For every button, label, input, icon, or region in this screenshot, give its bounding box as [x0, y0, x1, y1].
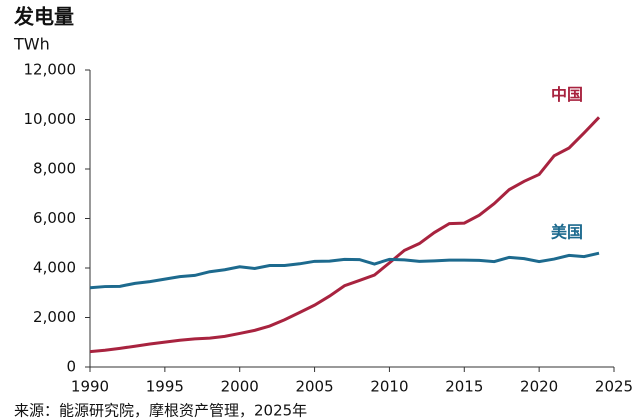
x-tick-label: 2005: [295, 378, 333, 396]
y-axis-label: TWh: [13, 35, 50, 54]
y-tick-label: 10,000: [24, 110, 77, 128]
y-tick-label: 0: [66, 358, 76, 376]
y-tick-label: 8,000: [33, 160, 76, 178]
x-tick-label: 2000: [221, 378, 259, 396]
x-tick-label: 1995: [146, 378, 184, 396]
chart-title: 发电量: [13, 5, 74, 29]
x-tick-label: 2020: [520, 378, 558, 396]
series-label: 中国: [551, 85, 583, 104]
y-tick-label: 12,000: [24, 61, 77, 79]
y-tick-label: 2,000: [33, 308, 76, 326]
x-tick-label: 2015: [445, 378, 483, 396]
x-tick-label: 2025: [595, 378, 633, 396]
series-line: [89, 251, 600, 290]
x-tick-label: 2010: [370, 378, 408, 396]
y-tick-label: 6,000: [33, 209, 76, 227]
series-line: [89, 116, 601, 354]
source-note: 来源：能源研究院，摩根资产管理，2025年: [14, 402, 307, 419]
y-tick-label: 4,000: [33, 259, 76, 277]
x-tick-label: 1990: [71, 378, 109, 396]
series-label: 美国: [551, 223, 583, 242]
